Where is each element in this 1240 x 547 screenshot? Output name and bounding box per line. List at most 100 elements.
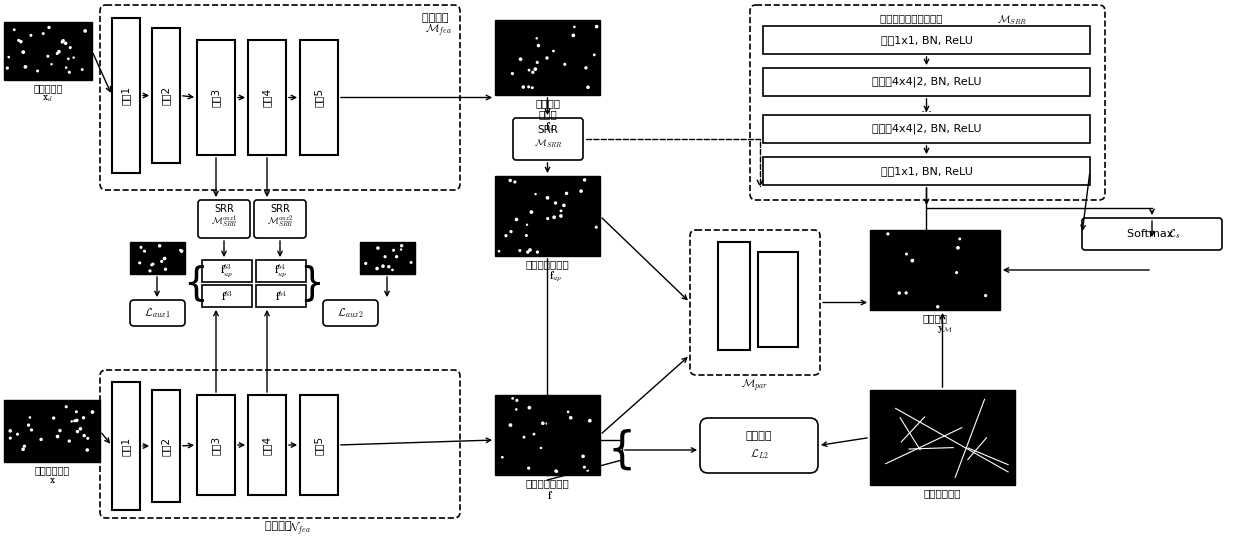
Text: $\mathbf{f}^{b3}_{up}$: $\mathbf{f}^{b3}_{up}$ <box>221 263 233 280</box>
Point <box>525 430 544 439</box>
Point <box>554 60 574 69</box>
Point <box>71 424 91 433</box>
Point <box>492 453 512 462</box>
Bar <box>758 252 799 347</box>
Bar <box>202 285 252 307</box>
Point <box>505 178 525 187</box>
Point <box>578 83 598 92</box>
Bar <box>4 22 92 80</box>
Text: $\mathcal{L}_{aux1}$: $\mathcal{L}_{aux1}$ <box>144 306 170 320</box>
Point <box>4 25 24 34</box>
Point <box>21 426 41 434</box>
Point <box>62 417 82 426</box>
Point <box>547 467 567 476</box>
Bar <box>112 18 140 173</box>
Text: $\mathbf{f}$: $\mathbf{f}$ <box>547 489 553 501</box>
Bar <box>153 390 180 502</box>
Point <box>950 235 970 243</box>
Point <box>502 394 522 403</box>
Bar <box>763 68 1090 96</box>
Bar <box>197 395 236 495</box>
Bar <box>248 40 286 155</box>
Point <box>14 445 33 453</box>
Text: $\mathcal{L}_{L2}$: $\mathcal{L}_{L2}$ <box>749 447 769 461</box>
FancyBboxPatch shape <box>513 118 583 160</box>
Point <box>42 60 62 68</box>
Point <box>587 22 606 31</box>
Point <box>43 414 63 422</box>
Point <box>526 65 546 73</box>
Point <box>150 241 170 250</box>
Point <box>527 58 547 67</box>
Point <box>546 199 565 207</box>
Text: 模块4: 模块4 <box>262 435 272 455</box>
Text: 反卷积4x4|2, BN, ReLU: 反卷积4x4|2, BN, ReLU <box>872 77 981 88</box>
Point <box>526 190 546 199</box>
Point <box>507 215 527 224</box>
Point <box>949 243 968 252</box>
Point <box>170 246 190 254</box>
Point <box>130 259 150 267</box>
Text: 模兗1: 模兗1 <box>122 86 131 105</box>
Point <box>0 53 19 61</box>
Point <box>67 427 87 436</box>
Bar <box>153 28 180 163</box>
Text: 恢复后的特征图: 恢复后的特征图 <box>526 259 569 269</box>
Text: {: { <box>184 264 208 302</box>
Text: 分割结果: 分割结果 <box>923 313 947 323</box>
Text: $\mathcal{M}_{SRR}$: $\mathcal{M}_{SRR}$ <box>997 13 1028 27</box>
Point <box>74 431 94 440</box>
Point <box>47 432 67 441</box>
Point <box>56 39 76 48</box>
Point <box>392 241 412 250</box>
Point <box>7 430 27 439</box>
Text: 高分辨率特征图: 高分辨率特征图 <box>526 478 569 488</box>
Point <box>63 53 83 62</box>
Text: 卷积1x1, BN, ReLU: 卷积1x1, BN, ReLU <box>880 166 972 176</box>
Bar <box>360 242 415 274</box>
Point <box>560 414 580 422</box>
Point <box>928 302 947 311</box>
Point <box>531 444 551 452</box>
Text: }: } <box>300 264 325 302</box>
Point <box>20 413 40 422</box>
Bar <box>495 20 600 95</box>
Text: 卷积1x1, BN, ReLU: 卷积1x1, BN, ReLU <box>880 35 972 45</box>
Point <box>897 288 916 297</box>
Point <box>522 83 542 92</box>
Bar <box>248 395 286 495</box>
Point <box>72 65 92 74</box>
Bar <box>197 40 236 155</box>
Text: SRR: SRR <box>270 204 290 214</box>
Point <box>83 408 103 416</box>
Point <box>356 259 376 268</box>
Text: 模块2: 模块2 <box>161 86 171 105</box>
Text: SRR: SRR <box>538 125 558 135</box>
Point <box>489 247 508 255</box>
Text: $\mathbf{f}_{up}$: $\mathbf{f}_{up}$ <box>549 270 562 284</box>
Point <box>551 212 570 220</box>
Point <box>60 437 79 445</box>
Text: $\mathbf{y}_{\mathcal{M}}$: $\mathbf{y}_{\mathcal{M}}$ <box>937 324 954 335</box>
Point <box>47 49 67 58</box>
Point <box>501 421 521 429</box>
Point <box>538 194 558 202</box>
Point <box>513 83 533 91</box>
Point <box>878 230 898 238</box>
Point <box>574 176 594 184</box>
Point <box>53 36 73 45</box>
Bar <box>112 382 140 510</box>
Text: 超分辨率特征恢复模块: 超分辨率特征恢复模块 <box>879 13 945 23</box>
Point <box>135 247 155 255</box>
Point <box>577 63 596 72</box>
FancyBboxPatch shape <box>198 200 250 238</box>
Point <box>16 62 36 71</box>
Point <box>140 266 160 275</box>
Text: 模块5: 模块5 <box>314 435 324 455</box>
Text: {: { <box>608 428 636 472</box>
Text: $\mathbf{x}$: $\mathbf{x}$ <box>48 475 56 485</box>
Point <box>517 220 537 229</box>
Point <box>0 63 17 72</box>
Point <box>141 260 161 269</box>
Text: $\mathcal{M}_{SRR}$: $\mathcal{M}_{SRR}$ <box>533 138 562 150</box>
